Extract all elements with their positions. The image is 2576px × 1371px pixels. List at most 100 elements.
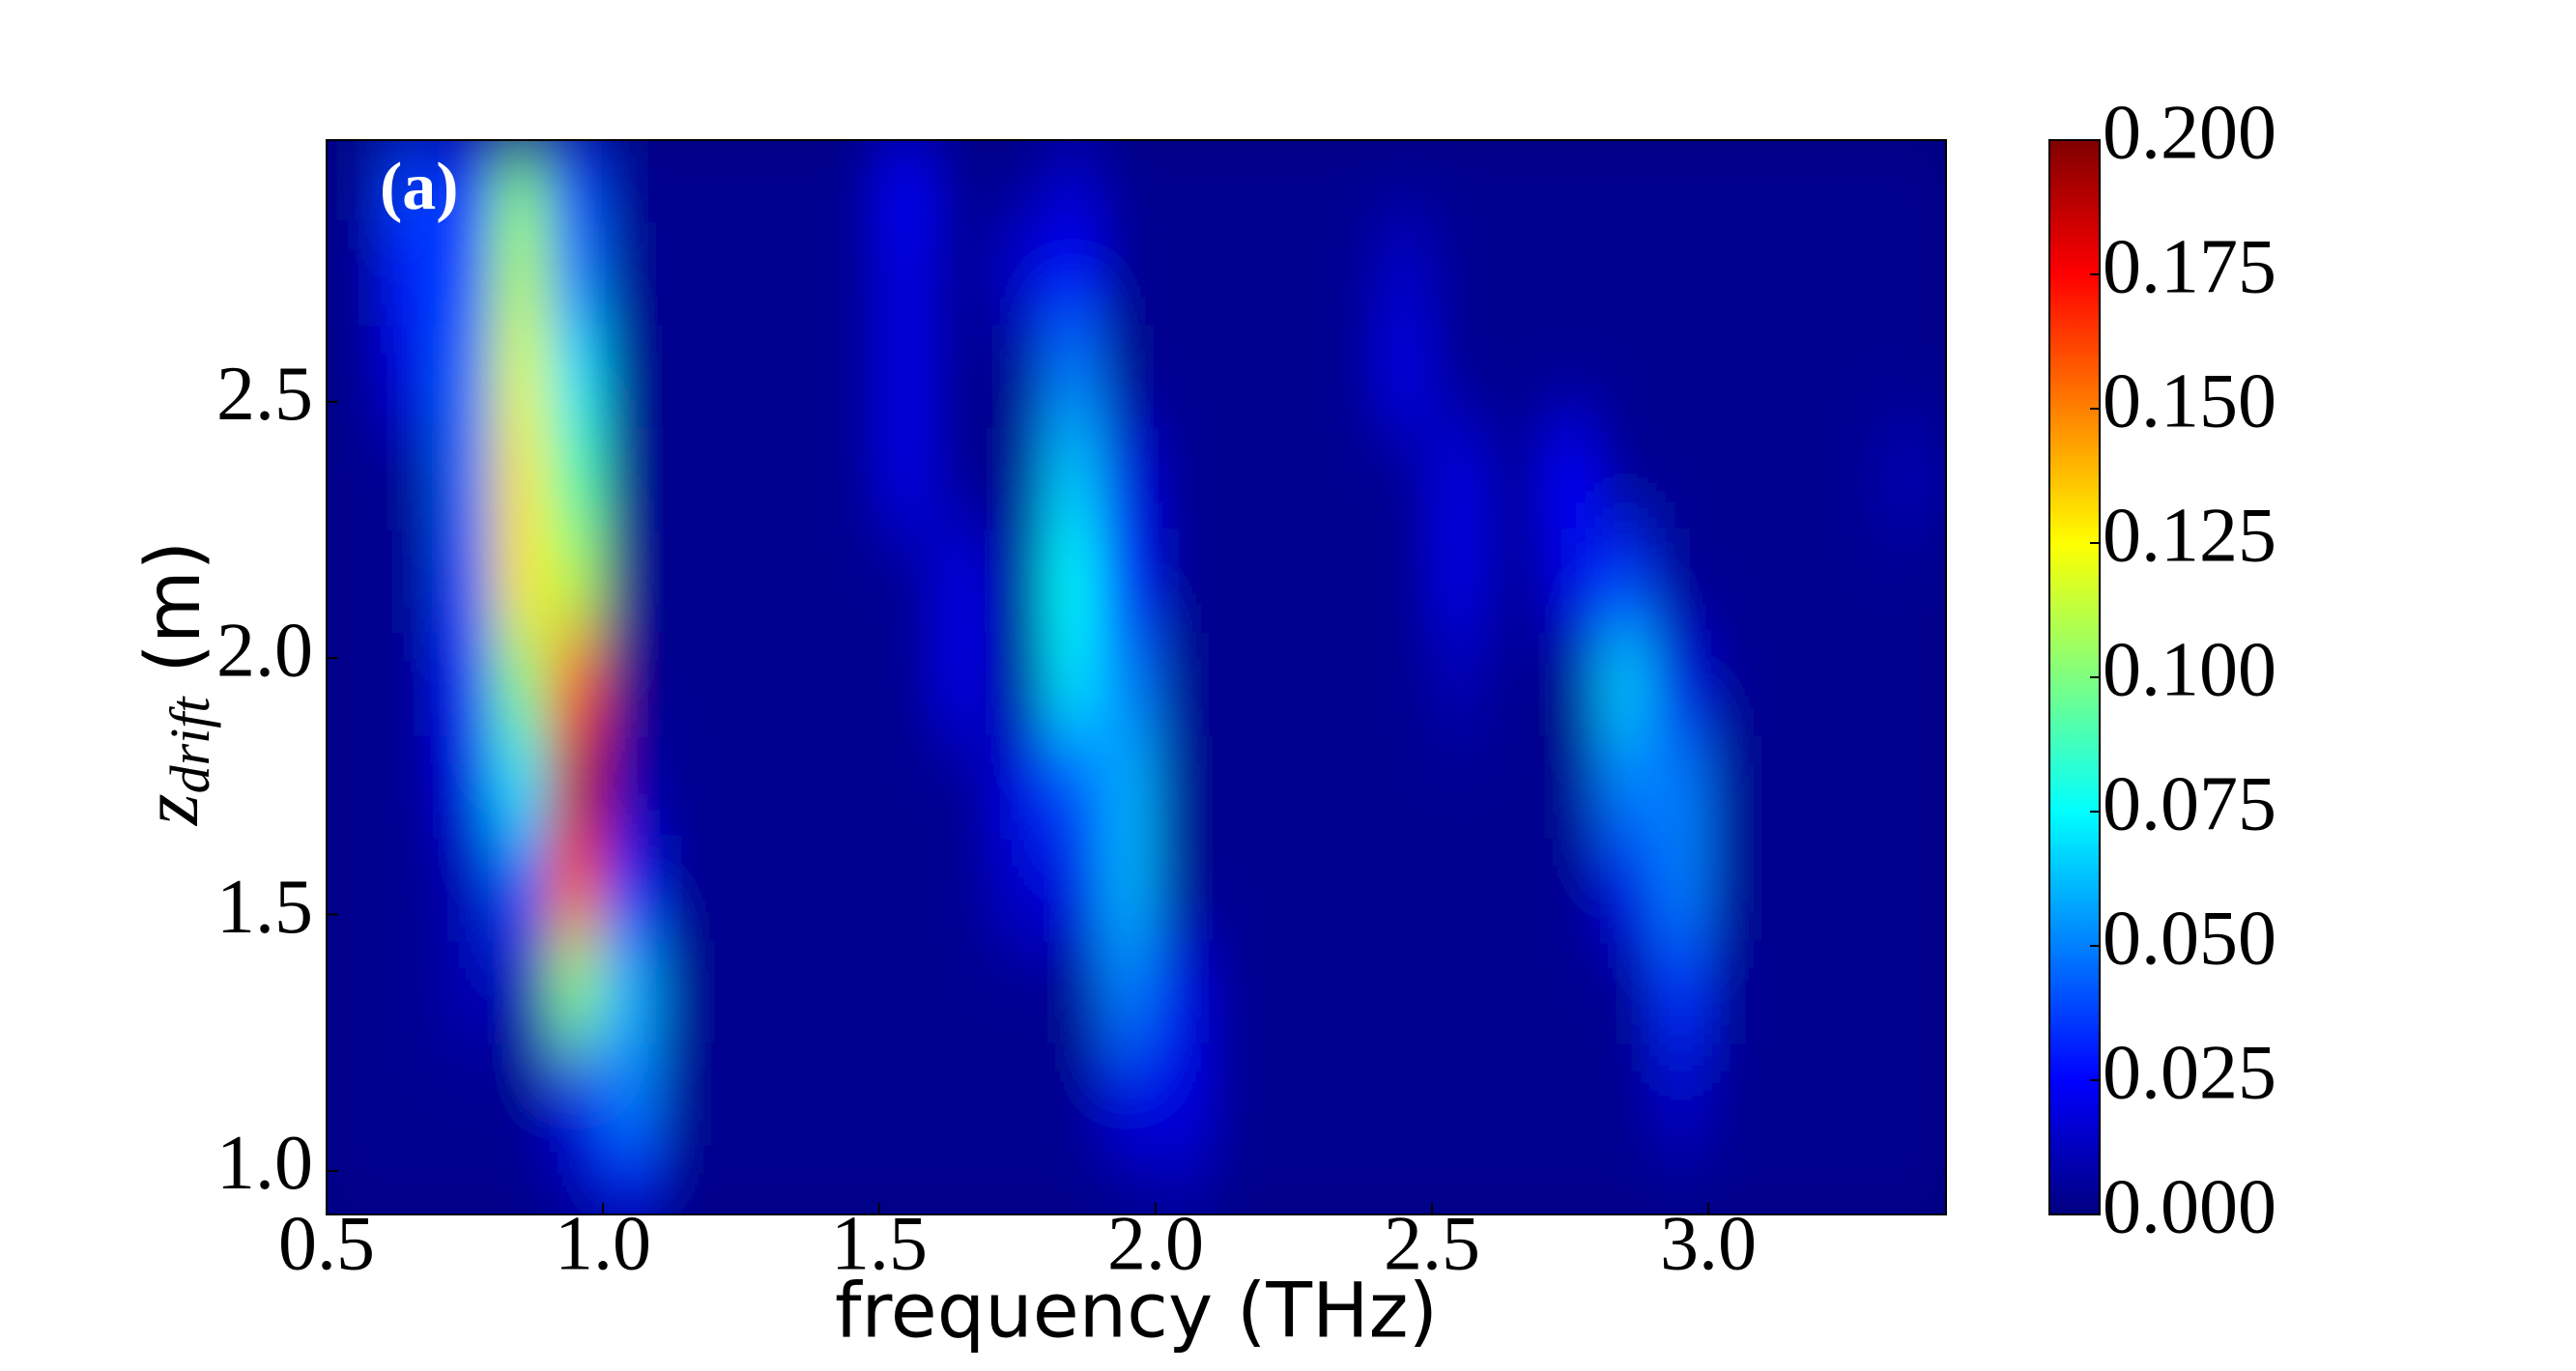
heatmap-cell [1763,1043,1819,1146]
heatmap-cell [713,427,770,530]
heatmap-cell [934,1145,990,1214]
heatmap-cell [658,940,714,1043]
heatmap-cell [879,940,935,1043]
heatmap-cell [1818,632,1875,736]
heatmap-cell [1597,325,1654,428]
heatmap-cell [437,734,494,839]
heatmap-cell [934,529,990,634]
heatmap-cell [492,1145,549,1214]
heatmap-cell [1432,140,1488,223]
heatmap-cell [1211,632,1267,736]
heatmap-cell [1045,734,1102,839]
heatmap-cell [713,632,770,736]
heatmap-cell [1321,325,1378,428]
heatmap-cell [823,940,880,1043]
heatmap-cell [1763,837,1819,941]
heatmap [327,140,1946,1214]
heatmap-cell [1542,734,1599,839]
heatmap-cell [382,837,438,941]
heatmap-cell [327,1145,383,1214]
heatmap-cell [1045,1145,1102,1214]
heatmap-cell [1432,940,1488,1043]
heatmap-cell [1763,529,1819,634]
heatmap-cell [1708,427,1764,530]
heatmap-cell [1597,632,1654,736]
heatmap-cell [1652,837,1709,941]
heatmap-cell [1818,140,1875,223]
heatmap-cell [658,427,714,530]
heatmap-cell [823,1043,880,1146]
heatmap-cell [1211,1145,1267,1214]
heatmap-cell [768,529,825,634]
heatmap-cell [1045,529,1102,634]
heatmap-cell [658,529,714,634]
heatmap-cell [879,427,935,530]
heatmap-cell [1321,1043,1378,1146]
heatmap-cell [1100,1043,1157,1146]
x-axis-label: frequency (THz) [835,1268,1438,1355]
heatmap-cell [1708,140,1764,223]
heatmap-cell [989,427,1046,530]
heatmap-cell [1542,632,1599,736]
heatmap-cell [1432,529,1488,634]
heatmap-cell [1763,325,1819,428]
heatmap-cell [934,221,990,326]
heatmap-cell [1156,427,1212,530]
heatmap-cell [1045,837,1102,941]
heatmap-cell [1763,140,1819,223]
heatmap-cell [547,427,604,530]
heatmap-cell [1211,734,1267,839]
heatmap-cell [1266,734,1323,839]
heatmap-cell [823,632,880,736]
x-tick-label: 0.5 [278,1201,375,1286]
heatmap-cell [1321,221,1378,326]
heatmap-cell [492,1043,549,1146]
heatmap-cell [1211,221,1267,326]
heatmap-cell [382,632,438,736]
heatmap-cell [327,140,383,223]
heatmap-cell [1652,140,1709,223]
heatmap-cell [1487,325,1543,428]
heatmap-cell [1874,427,1946,530]
heatmap-cell [713,940,770,1043]
heatmap-cell [603,940,659,1043]
heatmap-cell [492,632,549,736]
heatmap-cell [713,325,770,428]
heatmap-cell [603,632,659,736]
heatmap-cell [1211,1043,1267,1146]
heatmap-cell [1100,140,1157,223]
heatmap-cell [1376,1145,1433,1214]
heatmap-cell [879,1043,935,1146]
colorbar-tick-label: 0.075 [2103,761,2276,846]
heatmap-cell [713,1145,770,1214]
heatmap-cell [934,325,990,428]
heatmap-cell [1874,529,1946,634]
heatmap-cell [437,427,494,530]
heatmap-cell [1045,940,1102,1043]
heatmap-cell [547,140,604,223]
heatmap-cell [603,140,659,223]
heatmap-cell [768,632,825,736]
heatmap-cell [989,140,1046,223]
heatmap-cell [547,325,604,428]
heatmap-cell [603,734,659,839]
heatmap-cell [713,1043,770,1146]
heatmap-cell [437,632,494,736]
heatmap-cell [879,325,935,428]
y-tick-label: 2.5 [216,352,313,437]
heatmap-cell [989,1145,1046,1214]
heatmap-cell [1376,837,1433,941]
heatmap-cell [1156,1043,1212,1146]
heatmap-cell [658,325,714,428]
heatmap-cell [437,221,494,326]
heatmap-cell [1542,1145,1599,1214]
heatmap-cell [1100,940,1157,1043]
heatmap-cell [1708,325,1764,428]
heatmap-cell [1542,221,1599,326]
heatmap-cell [1597,1043,1654,1146]
heatmap-cell [658,837,714,941]
heatmap-cell [1432,1145,1488,1214]
heatmap-cell [1100,837,1157,941]
heatmap-cell [1100,1145,1157,1214]
heatmap-cell [437,140,494,223]
